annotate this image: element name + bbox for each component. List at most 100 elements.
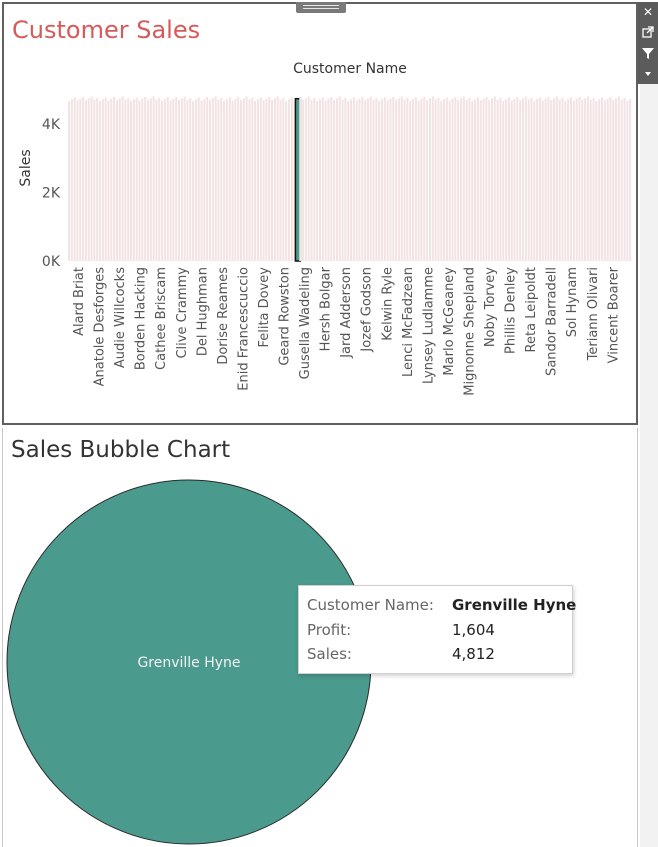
bar[interactable] bbox=[121, 96, 124, 261]
bar[interactable] bbox=[161, 100, 164, 261]
bar[interactable] bbox=[364, 100, 367, 261]
bar[interactable] bbox=[254, 100, 257, 261]
bar[interactable] bbox=[135, 97, 138, 261]
bar[interactable] bbox=[223, 100, 226, 261]
bar[interactable] bbox=[457, 100, 460, 261]
bar[interactable] bbox=[183, 96, 186, 261]
bar[interactable] bbox=[209, 100, 212, 261]
bar[interactable] bbox=[423, 96, 426, 262]
bar[interactable] bbox=[389, 98, 392, 261]
bar[interactable] bbox=[268, 96, 271, 262]
bar[interactable] bbox=[101, 99, 104, 262]
bar[interactable] bbox=[231, 100, 234, 262]
bar[interactable] bbox=[299, 96, 302, 262]
bar[interactable] bbox=[175, 96, 178, 262]
bar[interactable] bbox=[214, 96, 217, 261]
bar[interactable] bbox=[271, 100, 274, 261]
bar[interactable] bbox=[132, 99, 135, 262]
bar[interactable] bbox=[434, 99, 437, 261]
bar[interactable] bbox=[276, 96, 279, 261]
bar[interactable] bbox=[155, 99, 158, 261]
bar[interactable] bbox=[265, 98, 268, 261]
bar[interactable] bbox=[392, 96, 395, 262]
bar[interactable] bbox=[82, 96, 85, 262]
bar[interactable] bbox=[600, 97, 603, 261]
bar[interactable] bbox=[302, 100, 305, 261]
bar[interactable] bbox=[479, 100, 482, 262]
bar[interactable] bbox=[564, 100, 567, 261]
bar[interactable] bbox=[558, 99, 561, 261]
bar[interactable] bbox=[626, 100, 629, 261]
bar[interactable] bbox=[586, 96, 589, 261]
bar[interactable] bbox=[488, 100, 491, 261]
bar[interactable] bbox=[217, 99, 220, 261]
filter-icon[interactable] bbox=[638, 43, 658, 63]
bar[interactable] bbox=[524, 96, 527, 261]
bar[interactable] bbox=[186, 99, 189, 261]
bar[interactable] bbox=[146, 100, 149, 261]
bar[interactable] bbox=[352, 97, 355, 261]
bar[interactable] bbox=[606, 98, 609, 261]
bar[interactable] bbox=[310, 99, 313, 261]
bar[interactable] bbox=[491, 98, 494, 261]
dropdown-icon[interactable] bbox=[638, 63, 658, 83]
bar[interactable] bbox=[324, 100, 327, 262]
bar[interactable] bbox=[589, 99, 592, 261]
popout-icon[interactable] bbox=[638, 22, 658, 42]
bar[interactable] bbox=[228, 97, 231, 261]
bar[interactable] bbox=[344, 97, 347, 261]
bar[interactable] bbox=[240, 100, 243, 261]
bar[interactable] bbox=[395, 100, 398, 261]
bar[interactable] bbox=[459, 98, 462, 261]
bar[interactable] bbox=[335, 98, 338, 261]
bar[interactable] bbox=[454, 96, 457, 262]
bar[interactable] bbox=[110, 98, 113, 261]
bar[interactable] bbox=[375, 97, 378, 261]
bar[interactable] bbox=[485, 96, 488, 262]
bar[interactable] bbox=[544, 98, 547, 261]
bar[interactable] bbox=[381, 99, 384, 262]
bar[interactable] bbox=[70, 99, 73, 262]
bar[interactable] bbox=[211, 98, 214, 261]
bar[interactable] bbox=[79, 98, 82, 261]
bar[interactable] bbox=[575, 98, 578, 261]
bar[interactable] bbox=[620, 99, 623, 261]
bar[interactable] bbox=[516, 96, 519, 262]
bar[interactable] bbox=[225, 99, 228, 262]
bar[interactable] bbox=[615, 98, 618, 261]
bar[interactable] bbox=[237, 96, 240, 262]
bar[interactable] bbox=[623, 97, 626, 261]
bar[interactable] bbox=[417, 100, 420, 262]
bar[interactable] bbox=[440, 100, 443, 261]
bar[interactable] bbox=[572, 100, 575, 262]
bar[interactable] bbox=[76, 100, 79, 262]
bar[interactable] bbox=[99, 100, 102, 261]
bar[interactable] bbox=[502, 100, 505, 261]
bar[interactable] bbox=[443, 99, 446, 262]
bar[interactable] bbox=[203, 98, 206, 261]
bar[interactable] bbox=[369, 96, 372, 261]
bar[interactable] bbox=[304, 98, 307, 261]
bar[interactable] bbox=[358, 98, 361, 261]
bar[interactable] bbox=[414, 97, 417, 261]
bar[interactable] bbox=[471, 100, 474, 261]
bar[interactable] bbox=[629, 99, 632, 262]
bar[interactable] bbox=[115, 100, 118, 261]
bar[interactable] bbox=[220, 97, 223, 261]
bar[interactable] bbox=[553, 98, 556, 261]
bar[interactable] bbox=[538, 97, 541, 261]
bar[interactable] bbox=[68, 100, 71, 261]
bar[interactable] bbox=[372, 99, 375, 261]
bar[interactable] bbox=[273, 98, 276, 261]
bar[interactable] bbox=[541, 100, 544, 262]
bar[interactable] bbox=[330, 96, 333, 262]
bar[interactable] bbox=[341, 99, 344, 261]
bar[interactable] bbox=[259, 97, 262, 261]
bar[interactable] bbox=[493, 96, 496, 261]
bar[interactable] bbox=[316, 100, 319, 261]
bar[interactable] bbox=[476, 97, 479, 261]
bar[interactable] bbox=[124, 99, 127, 261]
bar[interactable] bbox=[282, 97, 285, 261]
bar[interactable] bbox=[287, 99, 290, 262]
bar[interactable] bbox=[104, 97, 107, 261]
